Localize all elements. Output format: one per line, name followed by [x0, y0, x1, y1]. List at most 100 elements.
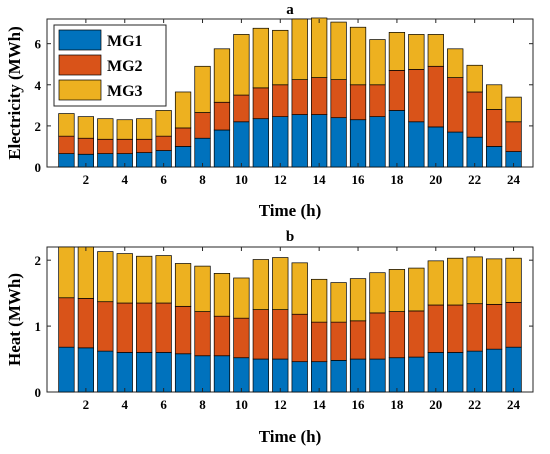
x-axis-label: Time (h)	[259, 201, 322, 220]
bar-mg2-11	[252, 87, 269, 120]
bar-mg3-24	[505, 257, 522, 303]
bar-mg3-17	[369, 272, 386, 314]
x-tick-label: 16	[352, 397, 366, 412]
bar-mg2-14	[311, 77, 328, 115]
bar-mg3-15	[330, 21, 347, 80]
y-tick-label: 0	[35, 385, 42, 400]
bar-mg3-4	[116, 119, 133, 140]
bar-mg2-15	[330, 79, 347, 119]
bar-mg1-23	[485, 348, 503, 393]
y-tick-label: 6	[35, 37, 42, 52]
bar-mg1-3	[97, 153, 114, 168]
x-tick-label: 2	[83, 397, 90, 412]
x-tick-label: 24	[507, 397, 521, 412]
bar-mg1-20	[427, 126, 444, 168]
bar-mg3-24	[505, 96, 522, 123]
x-tick-label: 16	[352, 172, 366, 187]
chart-title: b	[286, 229, 294, 245]
bar-mg3-14	[311, 278, 328, 323]
bar-mg3-22	[466, 256, 483, 305]
bar-mg3-5	[136, 255, 153, 304]
x-tick-label: 4	[122, 172, 129, 187]
bar-mg3-20	[427, 34, 444, 67]
x-tick-label: 6	[160, 172, 167, 187]
bar-mg3-9	[213, 273, 231, 317]
bar-mg3-19	[408, 34, 425, 70]
bar-mg3-6	[155, 110, 172, 137]
bar-mg2-4	[116, 138, 133, 154]
bar-mg2-17	[369, 84, 386, 117]
y-tick-label: 0	[35, 160, 42, 175]
bar-mg1-11	[252, 118, 269, 168]
chart-title: a	[286, 2, 294, 18]
bar-mg1-11	[252, 358, 269, 393]
bar-mg3-9	[213, 48, 231, 103]
bar-mg3-7	[174, 263, 192, 307]
bar-mg1-7	[174, 146, 192, 168]
bar-mg1-18	[388, 110, 406, 168]
bar-mg3-13	[291, 262, 308, 315]
bar-mg3-12	[272, 29, 289, 86]
bar-mg3-4	[116, 253, 133, 304]
y-axis-label: Electricity (MWh)	[5, 26, 24, 160]
bar-mg3-20	[427, 260, 444, 306]
bar-mg3-1	[58, 246, 75, 299]
bar-mg1-1	[58, 153, 75, 168]
y-tick-label: 2	[35, 119, 42, 134]
bar-mg1-15	[330, 117, 347, 168]
bar-mg1-24	[505, 346, 522, 393]
bar-mg3-21	[447, 48, 464, 78]
legend-swatch-mg2	[58, 54, 102, 76]
bar-mg3-8	[194, 65, 211, 113]
bar-mg1-5	[136, 152, 153, 168]
bar-mg2-21	[447, 304, 464, 353]
y-axis-label: Heat (MWh)	[5, 273, 24, 366]
bar-mg1-14	[311, 361, 328, 393]
bar-mg3-23	[485, 84, 503, 110]
legend-swatch-mg3	[58, 79, 102, 101]
bar-mg1-13	[291, 114, 308, 168]
bar-mg2-8	[194, 112, 211, 139]
bar-mg2-19	[408, 69, 425, 123]
legend-swatch-mg1	[58, 29, 102, 51]
bar-mg3-12	[272, 257, 289, 310]
bar-mg3-17	[369, 39, 386, 86]
bar-mg1-7	[174, 353, 192, 393]
bar-mg1-19	[408, 121, 425, 168]
bar-mg2-22	[466, 91, 483, 138]
bar-mg2-16	[349, 84, 367, 121]
bar-mg2-4	[116, 302, 133, 353]
bar-mg1-9	[213, 355, 231, 393]
bar-mg1-3	[97, 350, 114, 393]
bar-mg2-16	[349, 320, 367, 360]
x-tick-label: 10	[235, 172, 248, 187]
bar-mg2-3	[97, 301, 114, 352]
bar-mg2-19	[408, 310, 425, 358]
bar-mg3-22	[466, 64, 483, 93]
bar-mg3-18	[388, 32, 406, 71]
bar-mg1-8	[194, 137, 211, 168]
bar-mg2-21	[447, 77, 464, 133]
bar-mg3-2	[77, 116, 94, 139]
bar-mg2-12	[272, 84, 289, 117]
bar-mg1-5	[136, 352, 153, 393]
bar-mg1-20	[427, 352, 444, 393]
x-tick-label: 12	[274, 397, 287, 412]
y-tick-label: 4	[35, 78, 42, 93]
bar-mg2-20	[427, 65, 444, 128]
bar-mg3-16	[349, 26, 367, 86]
bar-mg2-9	[213, 101, 231, 131]
bar-mg1-21	[447, 131, 464, 168]
bar-mg1-16	[349, 119, 367, 168]
bar-mg2-8	[194, 311, 211, 357]
bar-mg3-6	[155, 255, 172, 304]
bar-mg3-15	[330, 282, 347, 323]
bar-mg2-2	[77, 298, 94, 349]
x-tick-label: 8	[199, 397, 206, 412]
bar-mg3-10	[233, 277, 250, 319]
bar-mg3-8	[194, 265, 211, 312]
bar-mg2-15	[330, 321, 347, 361]
y-tick-label: 1	[35, 319, 42, 334]
bar-mg1-10	[233, 121, 250, 168]
bar-mg1-12	[272, 358, 289, 393]
